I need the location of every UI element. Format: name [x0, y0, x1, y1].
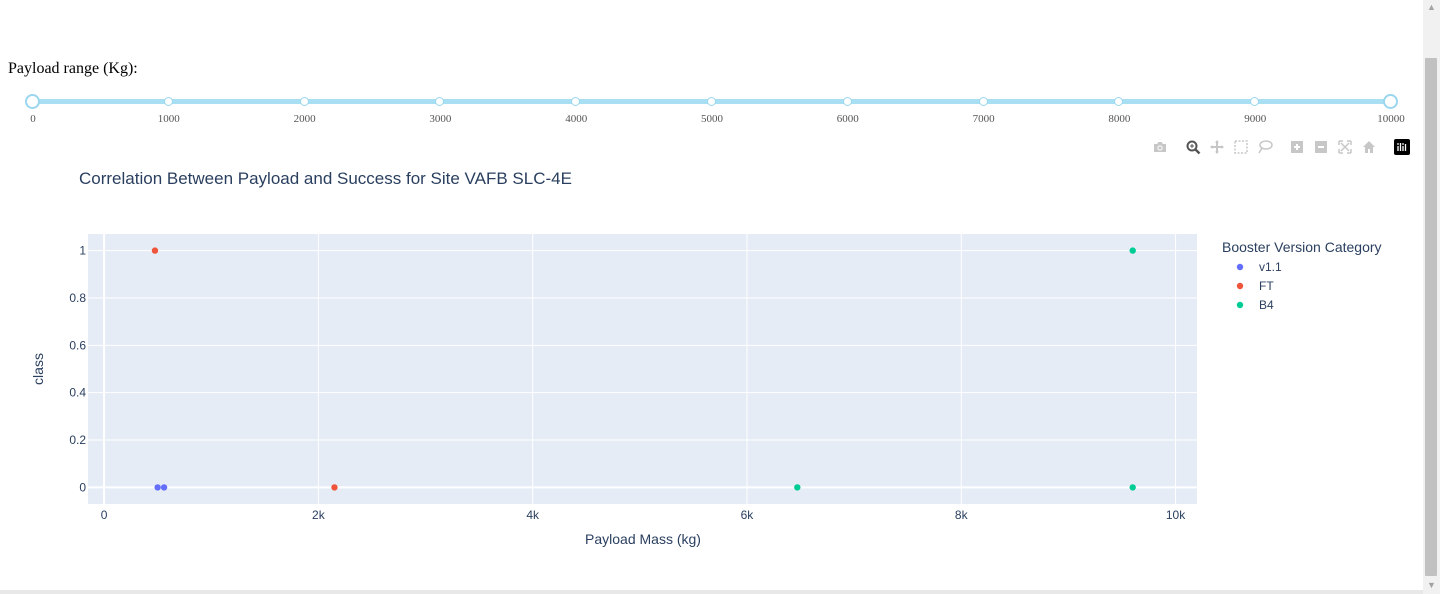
y-tick-label: 1	[79, 244, 86, 258]
y-tick-label: 0.6	[69, 338, 86, 352]
zoom-in-icon[interactable]	[1287, 137, 1307, 157]
slider-mark	[435, 97, 445, 106]
legend-marker[interactable]	[1236, 263, 1244, 271]
slider-mark	[163, 97, 173, 106]
slider-tick-label[interactable]: 1000	[157, 113, 180, 125]
scroll-up-icon[interactable]: ▲	[1427, 2, 1436, 12]
y-tick-label: 0.2	[69, 433, 86, 447]
slider-mark	[1250, 97, 1260, 106]
data-points	[151, 247, 1136, 491]
x-axis-title: Payload Mass (kg)	[585, 531, 701, 547]
slider-tick-label[interactable]: 4000	[565, 113, 588, 125]
plot-modebar	[1150, 137, 1412, 157]
scroll-down-icon[interactable]: ▼	[1427, 580, 1436, 590]
x-tick-label: 10k	[1166, 508, 1186, 522]
legend[interactable]: v1.1 FT B4	[1236, 260, 1282, 312]
chart-title: Correlation Between Payload and Success …	[79, 169, 572, 188]
y-tick-label: 0	[79, 480, 86, 494]
y-axis-title: class	[30, 353, 46, 385]
zoom-icon[interactable]	[1183, 137, 1203, 157]
slider-handle-max[interactable]	[1383, 94, 1398, 109]
autoscale-icon[interactable]	[1335, 137, 1355, 157]
y-tick-label: 0.4	[69, 386, 86, 400]
grid-lines	[88, 234, 1197, 504]
pan-icon[interactable]	[1207, 137, 1227, 157]
camera-icon[interactable]	[1150, 137, 1170, 157]
data-point-b4[interactable]	[1129, 247, 1136, 254]
scatter-chart[interactable]: Correlation Between Payload and Success …	[0, 160, 1423, 580]
slider-mark	[1114, 97, 1124, 106]
plot-area[interactable]	[88, 234, 1197, 504]
legend-marker[interactable]	[1236, 282, 1244, 290]
slider-mark	[842, 97, 852, 106]
slider-tick-label[interactable]: 9000	[1244, 113, 1267, 125]
legend-title: Booster Version Category	[1222, 239, 1382, 255]
zoom-out-icon[interactable]	[1311, 137, 1331, 157]
box-select-icon[interactable]	[1231, 137, 1251, 157]
slider-tick-label[interactable]: 3000	[429, 113, 452, 125]
data-point-b4[interactable]	[794, 484, 801, 491]
slider-tick-label[interactable]: 10000	[1377, 113, 1405, 125]
y-tick-label: 0.8	[69, 291, 86, 305]
legend-item-label[interactable]: B4	[1259, 298, 1274, 312]
slider-tick-label[interactable]: 8000	[1108, 113, 1131, 125]
data-point-ft[interactable]	[331, 484, 338, 491]
x-tick-label: 2k	[312, 508, 326, 522]
slider-handle-min[interactable]	[25, 94, 40, 109]
x-axis: 0 2k 4k 6k 8k 10k	[101, 508, 1187, 522]
data-point-b4[interactable]	[1129, 484, 1136, 491]
slider-mark	[571, 97, 581, 106]
horizontal-scrollbar[interactable]	[0, 590, 1423, 594]
payload-range-label: Payload range (Kg):	[8, 60, 138, 77]
payload-range-slider[interactable]: 0 1000 2000 3000 4000 5000 6000 7000 8000 9000 100…	[0, 90, 1423, 130]
slider-mark	[299, 97, 309, 106]
slider-tick-label[interactable]: 5000	[701, 113, 723, 125]
x-tick-label: 4k	[526, 508, 540, 522]
reset-axes-icon[interactable]	[1359, 137, 1379, 157]
lasso-select-icon[interactable]	[1255, 137, 1275, 157]
y-axis: 0 0.2 0.4 0.6 0.8 1	[69, 244, 86, 495]
slider-tick-label[interactable]: 2000	[293, 113, 316, 125]
plotly-logo-icon[interactable]	[1392, 137, 1412, 157]
slider-tick-label[interactable]: 6000	[836, 113, 859, 125]
data-point-v1-1[interactable]	[160, 484, 168, 491]
legend-item-label[interactable]: FT	[1259, 279, 1274, 293]
x-tick-label: 6k	[741, 508, 755, 522]
slider-tick-label[interactable]: 0	[30, 113, 36, 125]
vertical-scrollbar[interactable]: ▲ ▼	[1423, 0, 1440, 594]
data-point-ft[interactable]	[151, 247, 159, 254]
scroll-thumb[interactable]	[1425, 58, 1437, 576]
slider-mark	[707, 97, 716, 106]
data-point-v1-1[interactable]	[154, 484, 161, 491]
slider-mark	[978, 97, 988, 106]
slider-tick-label[interactable]: 7000	[972, 113, 995, 125]
x-tick-label: 8k	[955, 508, 969, 522]
legend-marker[interactable]	[1236, 301, 1244, 309]
legend-item-label[interactable]: v1.1	[1259, 260, 1282, 274]
x-tick-label: 0	[101, 508, 108, 522]
